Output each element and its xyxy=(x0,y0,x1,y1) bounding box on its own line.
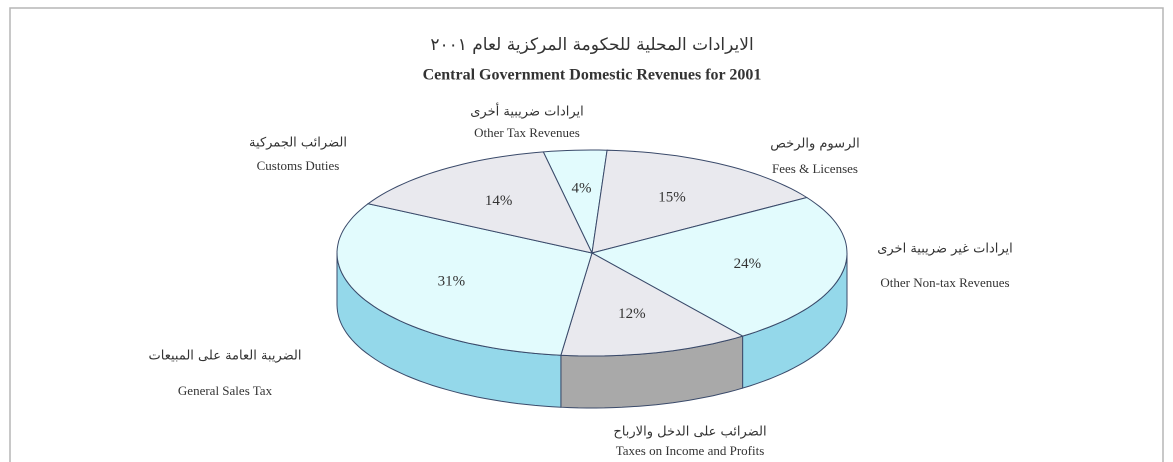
data-label: 31% xyxy=(438,274,466,290)
category-label-ar: الضرائب الجمركية xyxy=(249,136,347,151)
category-label-ar: الضرائب على الدخل والارباح xyxy=(613,425,766,440)
data-label: 14% xyxy=(485,193,513,209)
slice xyxy=(542,149,608,255)
data-label: 15% xyxy=(658,189,686,205)
slice xyxy=(590,196,848,337)
slice xyxy=(560,252,744,357)
slice xyxy=(366,151,593,254)
frame xyxy=(9,7,1164,462)
chart-title: الايرادات المحلية للحكومة المركزية لعام … xyxy=(430,35,753,55)
category-label: Other Non-tax Revenues xyxy=(880,275,1009,290)
data-label: 24% xyxy=(734,256,762,272)
category-label: Customs Duties xyxy=(257,158,340,173)
slice xyxy=(591,149,809,254)
category-label-ar: ايرادات ضريبية أخرى xyxy=(470,103,584,120)
category-label: Fees & Licenses xyxy=(772,161,858,176)
category-label-ar: الضريبة العامة على المبيعات xyxy=(149,349,302,364)
category-label: Other Tax Revenues xyxy=(474,125,580,140)
data-label: 4% xyxy=(572,181,592,197)
category-label: Taxes on Income and Profits xyxy=(616,443,765,458)
chart-subtitle: Central Government Domestic Revenues for… xyxy=(423,67,762,84)
category-label: General Sales Tax xyxy=(178,383,273,398)
category-label-ar: ايرادات غير ضريبية اخرى xyxy=(877,242,1013,257)
data-label: 12% xyxy=(618,306,646,322)
slice xyxy=(336,203,593,356)
category-label-ar: الرسوم والرخص xyxy=(770,137,860,152)
